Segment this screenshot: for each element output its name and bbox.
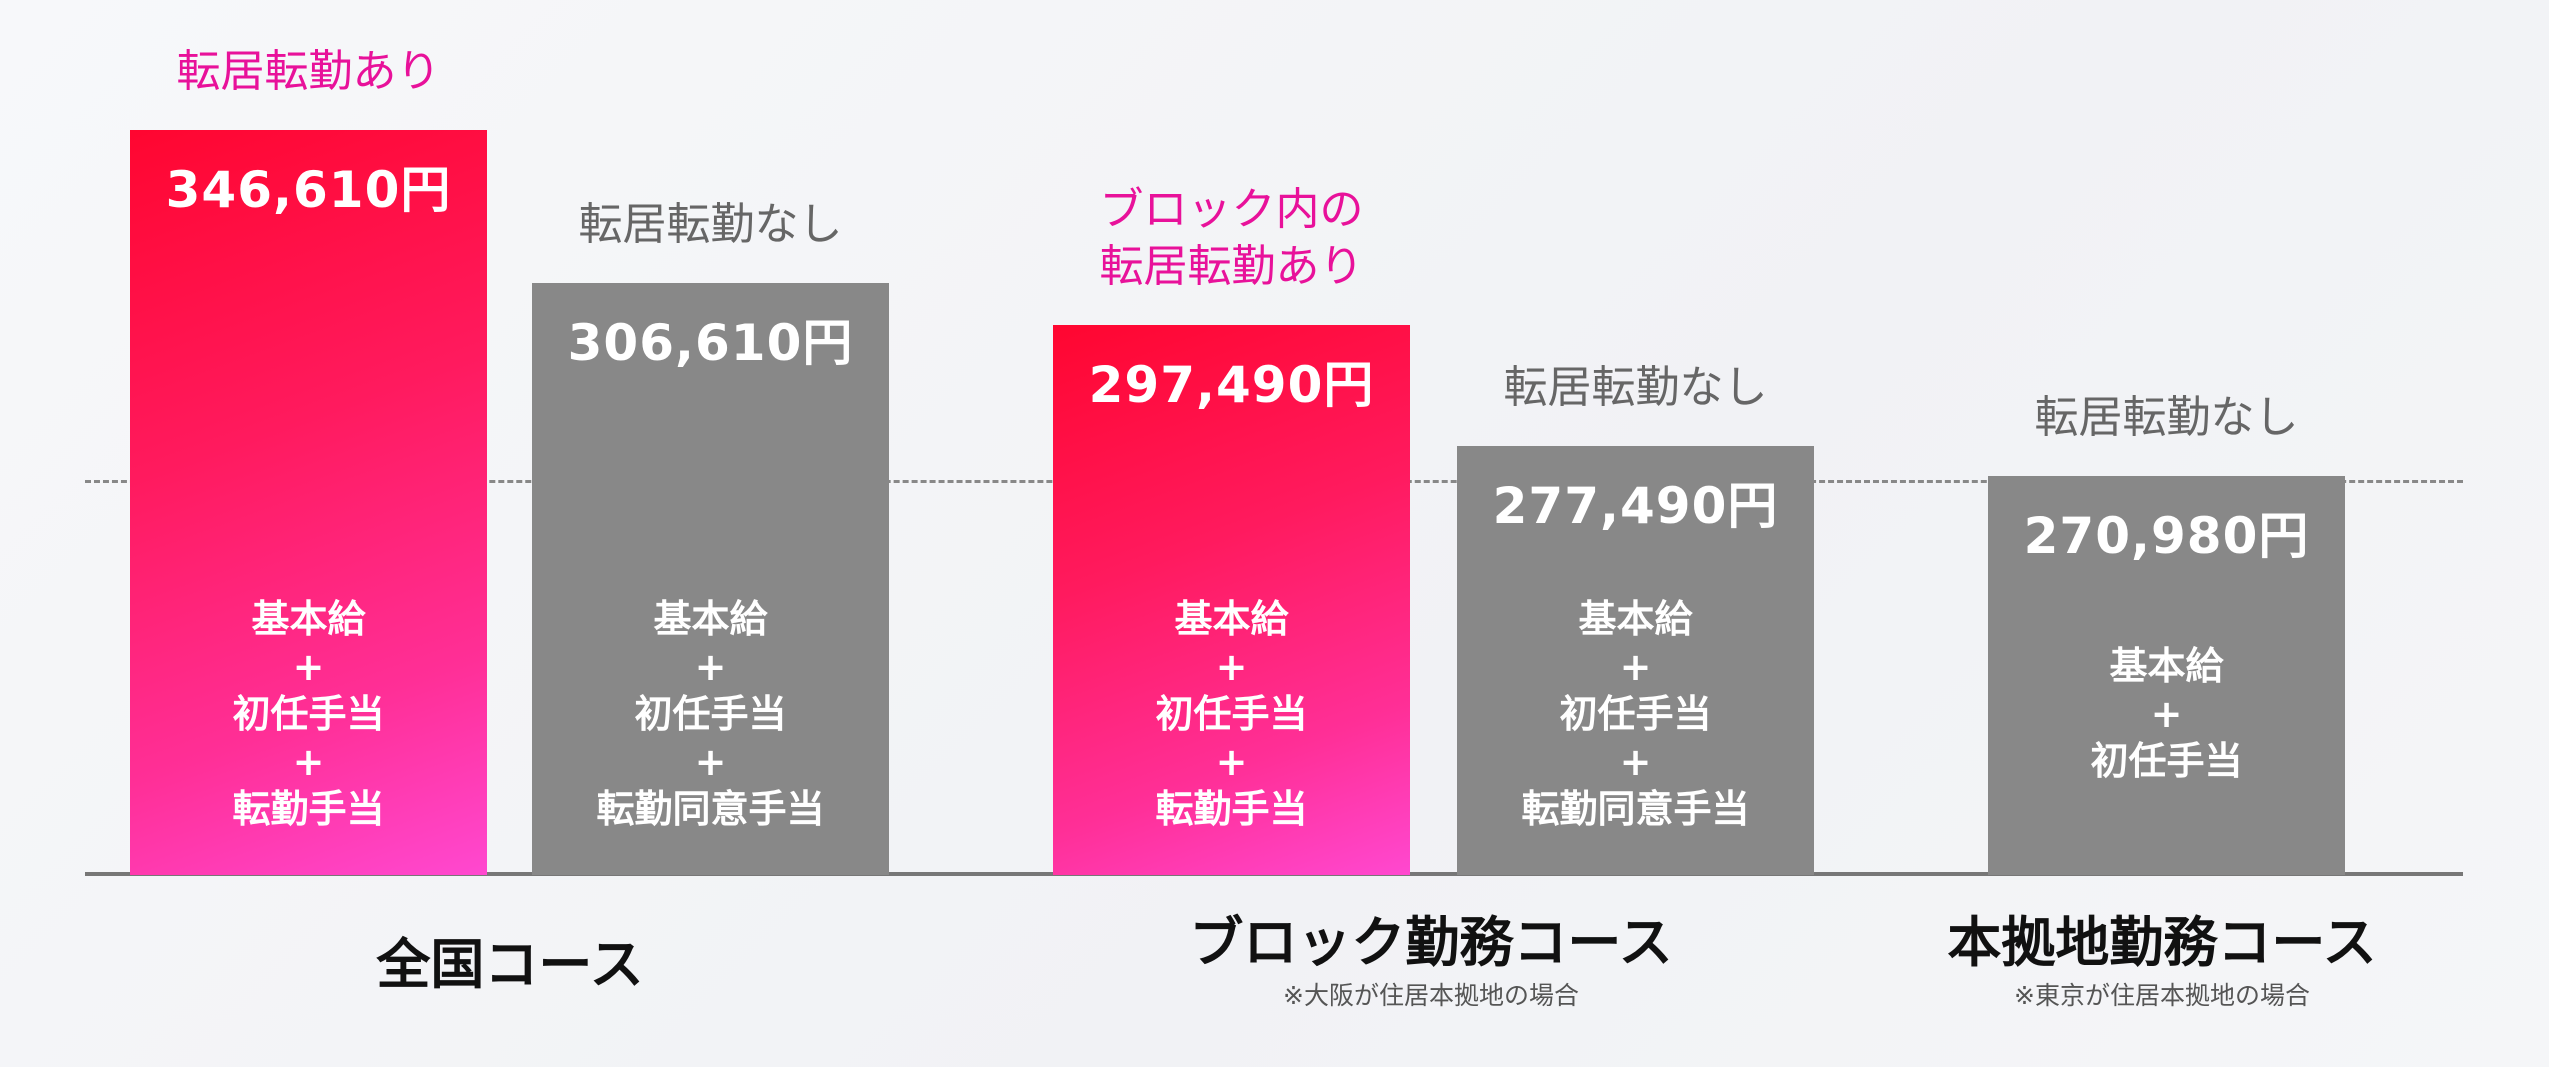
bar-component-label: 転勤手当: [1155, 787, 1308, 831]
plus-sign: +: [1215, 644, 1248, 689]
course-label-national: 全国コース: [376, 933, 644, 996]
plus-sign: +: [2150, 691, 2183, 736]
bar-1: [130, 130, 487, 875]
plus-sign: +: [1619, 739, 1652, 784]
plus-sign: +: [694, 739, 727, 784]
bar-tag-label: 転居転勤あり: [1099, 240, 1364, 292]
plus-sign: +: [1619, 644, 1652, 689]
plus-sign: +: [694, 644, 727, 689]
bar-component-label: 基本給: [653, 597, 768, 641]
bar-value-label: 277,490円: [1492, 477, 1779, 536]
bar-4: [1457, 446, 1814, 875]
bar-component-label: 転勤手当: [232, 787, 385, 831]
bar-component-label: 基本給: [251, 597, 366, 641]
bar-component-label: 基本給: [1578, 597, 1693, 641]
bar-component-label: 転勤同意手当: [596, 787, 825, 831]
bar-component-label: 転勤同意手当: [1521, 787, 1750, 831]
bar-tag-label: 転居転勤あり: [176, 46, 441, 97]
bar-value-label: 270,980円: [2023, 507, 2310, 565]
course-note-block: ※大阪が住居本拠地の場合: [1283, 981, 1579, 1010]
bar-tag-label: 転居転勤なし: [2034, 392, 2299, 443]
bar-value-label: 297,490円: [1088, 355, 1375, 414]
plus-sign: +: [292, 739, 325, 784]
bar-component-label: 初任手当: [1559, 692, 1712, 736]
bar-5: [1988, 476, 2345, 875]
bar-3: [1053, 324, 1410, 875]
course-note-home-base: ※東京が住居本拠地の場合: [2014, 981, 2310, 1010]
bar-component-label: 基本給: [2109, 644, 2224, 688]
course-label-block: ブロック勤務コース: [1189, 911, 1673, 974]
bar-component-label: 初任手当: [232, 692, 385, 736]
bar-component-label: 初任手当: [634, 692, 787, 736]
bar-component-label: 初任手当: [2090, 739, 2243, 783]
bar-tag-label: 転居転勤なし: [1503, 362, 1768, 414]
bar-component-label: 初任手当: [1155, 692, 1308, 736]
bar-component-label: 基本給: [1174, 597, 1289, 641]
bar-value-label: 346,610円: [165, 161, 452, 219]
bar-tag-label: ブロック内の: [1099, 183, 1364, 235]
bar-2: [532, 282, 889, 875]
bar-tag-label: 転居転勤なし: [578, 198, 843, 250]
plus-sign: +: [292, 644, 325, 689]
course-label-home-base: 本拠地勤務コース: [1947, 911, 2377, 974]
plus-sign: +: [1215, 739, 1248, 784]
bar-value-label: 306,610円: [567, 313, 854, 372]
